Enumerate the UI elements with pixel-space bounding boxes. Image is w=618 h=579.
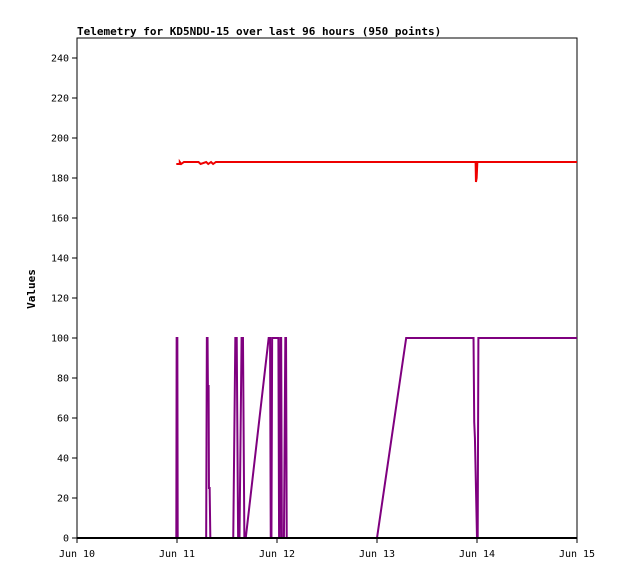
y-tick-label: 240 (51, 54, 69, 65)
y-tick-label: 100 (51, 334, 69, 345)
y-tick-label: 60 (57, 414, 69, 425)
chart-title: Telemetry for KD5NDU-15 over last 96 hou… (77, 25, 441, 38)
series-layer (77, 158, 577, 539)
y-tick-label: 80 (57, 374, 69, 385)
x-tick-label: Jun 12 (259, 549, 295, 560)
series-line-1 (176, 158, 577, 183)
y-tick-label: 40 (57, 454, 69, 465)
x-tick-label: Jun 14 (459, 549, 495, 560)
x-tick-label: Jun 15 (559, 549, 595, 560)
y-tick-label: 0 (63, 534, 69, 545)
y-tick-label: 200 (51, 134, 69, 145)
y-tick-label: 120 (51, 294, 69, 305)
y-axis-label: Values (25, 269, 38, 309)
x-tick-label: Jun 11 (159, 549, 195, 560)
y-axis-ticks: 0 20 40 60 80 100 120 140 160 180 200 220 240 (51, 54, 77, 545)
y-tick-label: 220 (51, 94, 69, 105)
y-tick-label: 160 (51, 214, 69, 225)
x-tick-label: Jun 13 (359, 549, 395, 560)
y-tick-label: 180 (51, 174, 69, 185)
x-tick-label: Jun 10 (59, 549, 95, 560)
plot-frame (76, 37, 578, 539)
y-tick-label: 20 (57, 494, 69, 505)
y-tick-label: 140 (51, 254, 69, 265)
x-axis-ticks: Jun 10 Jun 11 Jun 12 Jun 13 Jun 14 Jun 15 (59, 538, 595, 560)
series-line-2 (175, 337, 577, 539)
